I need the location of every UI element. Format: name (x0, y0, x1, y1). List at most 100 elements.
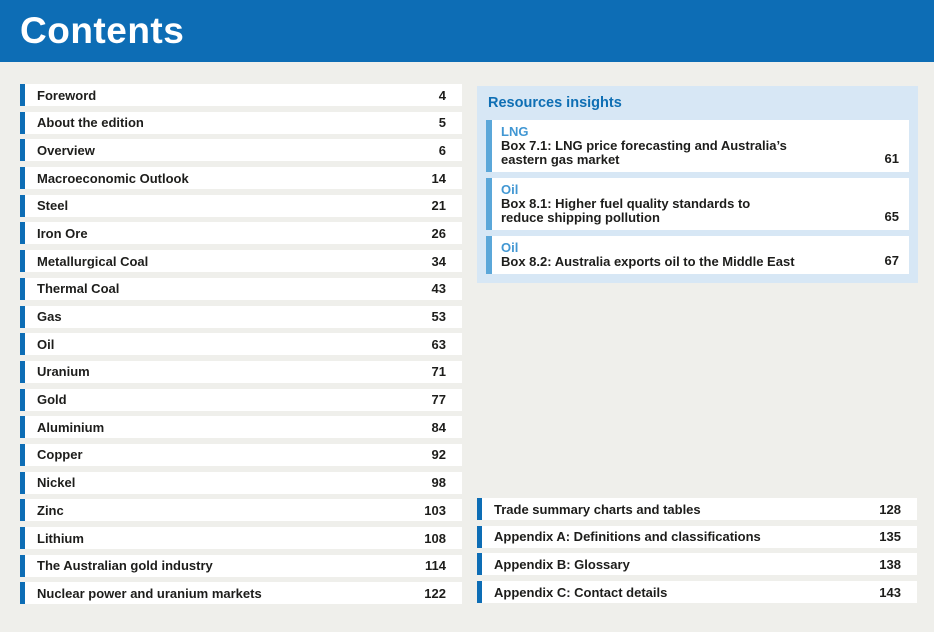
row-accent-bar (20, 388, 25, 411)
toc-entry-title: Iron Ore (37, 225, 88, 241)
toc-entry-page: 26 (431, 225, 446, 241)
row-accent-bar (20, 139, 25, 162)
toc-entry-page: 84 (431, 419, 446, 435)
insight-category: Oil (501, 182, 519, 197)
toc-row[interactable]: Macroeconomic Outlook 14 (20, 167, 462, 190)
row-accent-bar (20, 554, 25, 577)
page-header: Contents (0, 0, 934, 62)
toc-entry-page: 71 (431, 364, 446, 380)
toc-row[interactable]: Gold 77 (20, 388, 462, 411)
toc-row[interactable]: Aluminium 84 (20, 416, 462, 439)
toc-row[interactable]: Appendix C: Contact details 143 (477, 581, 917, 604)
toc-entry-page: 98 (431, 475, 446, 491)
toc-entry-page: 4 (438, 87, 446, 103)
toc-row[interactable]: Gas 53 (20, 305, 462, 328)
insight-title: Box 8.2: Australia exports oil to the Mi… (501, 254, 795, 269)
insight-card-list: LNG Box 7.1: LNG price forecasting and A… (486, 120, 909, 274)
row-accent-bar (20, 443, 25, 466)
toc-row[interactable]: Appendix A: Definitions and classificati… (477, 525, 917, 548)
toc-entry-page: 6 (438, 142, 446, 158)
toc-entry-title: Gold (37, 392, 67, 408)
toc-entry-title: Trade summary charts and tables (494, 501, 701, 517)
toc-entry-title: Gas (37, 309, 62, 324)
card-accent-bar (486, 236, 492, 274)
toc-bottom-list: Trade summary charts and tables 128 Appe… (477, 498, 917, 604)
toc-entry-page: 21 (431, 198, 446, 214)
toc-row[interactable]: Steel 21 (20, 194, 462, 217)
toc-entry-page: 14 (431, 170, 446, 186)
insight-category: Oil (501, 240, 519, 255)
row-accent-bar (477, 553, 482, 576)
row-accent-bar (20, 527, 25, 549)
insight-page: 65 (884, 209, 899, 224)
toc-row[interactable]: Trade summary charts and tables 128 (477, 498, 917, 520)
toc-entry-title: Appendix C: Contact details (494, 584, 668, 600)
toc-entry-page: 122 (424, 585, 446, 601)
row-accent-bar (20, 471, 25, 494)
row-accent-bar (20, 84, 25, 106)
insight-card[interactable]: Oil Box 8.2: Australia exports oil to th… (486, 236, 909, 274)
card-body: Oil Box 8.1: Higher fuel quality standar… (501, 183, 909, 225)
row-accent-bar (20, 499, 25, 522)
card-body: LNG Box 7.1: LNG price forecasting and A… (501, 125, 909, 167)
toc-row[interactable]: The Australian gold industry 114 (20, 554, 462, 577)
toc-row[interactable]: Overview 6 (20, 139, 462, 162)
toc-entry-title: About the edition (37, 115, 144, 131)
insight-title: Box 7.1: LNG price forecasting and Austr… (501, 138, 787, 167)
toc-entry-page: 5 (438, 115, 446, 131)
toc-entry-page: 53 (431, 309, 446, 324)
toc-row[interactable]: Thermal Coal 43 (20, 277, 462, 300)
toc-entry-title: Thermal Coal (37, 281, 120, 297)
toc-entry-title: Uranium (37, 364, 90, 380)
toc-entry-page: 34 (431, 253, 446, 269)
row-accent-bar (20, 167, 25, 190)
toc-row[interactable]: Nickel 98 (20, 471, 462, 494)
toc-entry-title: Steel (37, 198, 69, 214)
row-accent-bar (477, 581, 482, 604)
toc-row[interactable]: Uranium 71 (20, 360, 462, 383)
insight-page: 61 (884, 151, 899, 166)
insight-card[interactable]: Oil Box 8.1: Higher fuel quality standar… (486, 178, 909, 230)
page-title: Contents (20, 10, 185, 51)
toc-entry-page: 92 (431, 447, 446, 463)
row-accent-bar (20, 360, 25, 383)
toc-entry-page: 143 (879, 584, 901, 600)
toc-entry-page: 114 (425, 558, 446, 574)
row-accent-bar (20, 305, 25, 328)
insight-category: LNG (501, 124, 529, 139)
toc-entry-page: 138 (879, 556, 901, 572)
insight-page: 67 (884, 253, 899, 268)
toc-entry-page: 103 (424, 502, 446, 518)
toc-row[interactable]: Oil 63 (20, 333, 462, 356)
toc-entry-page: 63 (431, 336, 446, 352)
toc-row[interactable]: Appendix B: Glossary 138 (477, 553, 917, 576)
toc-entry-title: Macroeconomic Outlook (37, 170, 189, 186)
toc-row[interactable]: Zinc 103 (20, 499, 462, 522)
toc-entry-title: Nuclear power and uranium markets (37, 585, 262, 601)
row-accent-bar (20, 111, 25, 134)
insight-card[interactable]: LNG Box 7.1: LNG price forecasting and A… (486, 120, 909, 172)
toc-row[interactable]: Foreword 4 (20, 84, 462, 106)
row-accent-bar (20, 277, 25, 300)
toc-row[interactable]: Iron Ore 26 (20, 222, 462, 245)
toc-entry-title: Foreword (37, 87, 97, 103)
toc-entry-page: 43 (431, 281, 446, 297)
card-body: Oil Box 8.2: Australia exports oil to th… (501, 241, 909, 269)
toc-row[interactable]: Copper 92 (20, 443, 462, 466)
toc-left-list: Foreword 4 About the edition 5 Overview … (20, 84, 462, 605)
toc-entry-title: Appendix A: Definitions and classificati… (494, 529, 761, 545)
toc-row[interactable]: Metallurgical Coal 34 (20, 250, 462, 273)
resources-insights-panel: Resources insights LNG Box 7.1: LNG pric… (477, 86, 918, 283)
toc-entry-title: Zinc (37, 502, 64, 518)
toc-row[interactable]: About the edition 5 (20, 111, 462, 134)
toc-row[interactable]: Lithium 108 (20, 527, 462, 549)
toc-entry-title: Aluminium (37, 419, 105, 435)
toc-entry-title: Appendix B: Glossary (494, 556, 630, 572)
row-accent-bar (20, 333, 25, 356)
toc-row[interactable]: Nuclear power and uranium markets 122 (20, 582, 462, 605)
card-accent-bar (486, 178, 492, 230)
row-accent-bar (20, 250, 25, 273)
toc-entry-page: 135 (879, 529, 901, 545)
row-accent-bar (20, 194, 25, 217)
row-accent-bar (477, 498, 482, 520)
